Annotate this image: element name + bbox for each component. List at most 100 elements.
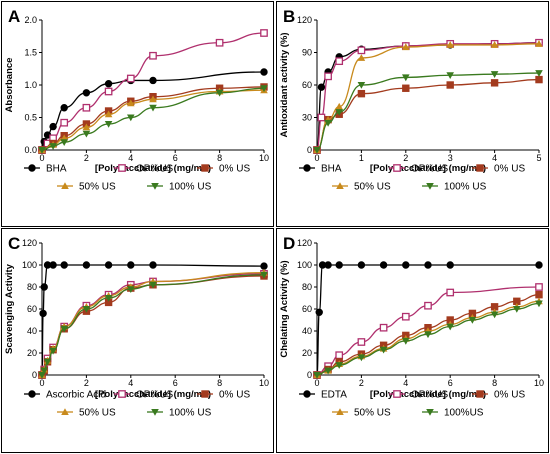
y-tick-label: 40 bbox=[302, 326, 312, 336]
y-tick-label: 60 bbox=[27, 304, 37, 314]
data-point bbox=[104, 87, 113, 96]
legend-swatch-marker bbox=[476, 390, 484, 398]
series-markers bbox=[38, 272, 268, 379]
series-curve bbox=[41, 273, 265, 376]
series-markers bbox=[38, 86, 268, 153]
data-point bbox=[39, 309, 47, 318]
data-point bbox=[49, 347, 57, 355]
x-tick-label: 2 bbox=[84, 378, 89, 388]
data-point bbox=[335, 102, 343, 110]
data-point bbox=[149, 261, 157, 269]
data-point bbox=[127, 286, 135, 293]
y-tick-label: 20 bbox=[302, 348, 312, 358]
data-point bbox=[335, 261, 343, 269]
y-tick-label: 100 bbox=[297, 260, 312, 270]
x-tick-label: 4 bbox=[128, 378, 133, 388]
x-tick-label: 8 bbox=[217, 378, 222, 388]
data-point bbox=[535, 300, 543, 308]
data-point bbox=[38, 147, 46, 154]
data-point bbox=[424, 331, 432, 339]
legend-swatch-marker bbox=[118, 164, 126, 172]
x-tick-label: 3 bbox=[448, 153, 453, 163]
y-tick-label: 2.0 bbox=[24, 15, 37, 25]
data-point bbox=[60, 261, 68, 269]
data-point bbox=[402, 261, 410, 269]
legend-label: 0% US bbox=[219, 390, 250, 401]
series-markers bbox=[313, 39, 543, 154]
panel-label: C bbox=[8, 234, 20, 253]
legend-swatch-marker bbox=[303, 164, 311, 172]
legend-swatch-marker bbox=[336, 182, 344, 189]
data-point bbox=[40, 283, 48, 291]
legend-swatch-marker bbox=[118, 390, 126, 398]
data-point bbox=[535, 70, 543, 77]
x-tick-label: 0 bbox=[39, 378, 44, 388]
data-point bbox=[215, 89, 224, 97]
data-point bbox=[446, 261, 454, 269]
x-tick-label: 10 bbox=[259, 378, 269, 388]
chart-b: B 0 1 2 3 4 5 0 30 60 90 120 [Polysaccharide] (mg/mL… bbox=[279, 7, 543, 193]
data-point bbox=[104, 261, 113, 269]
legend-label: 50% US bbox=[354, 182, 391, 193]
panel-d: D 0 2 4 6 8 10 0 20 40 60 80 100 120 [Polysaccharide] … bbox=[276, 228, 549, 453]
data-point bbox=[215, 38, 224, 47]
legend-swatch-marker bbox=[28, 390, 36, 398]
x-tick-label: 8 bbox=[492, 378, 497, 388]
y-tick-label: 120 bbox=[297, 15, 312, 25]
data-point bbox=[315, 308, 323, 317]
x-tick-label: 4 bbox=[492, 153, 497, 163]
data-point bbox=[335, 362, 343, 369]
series-curve bbox=[41, 274, 265, 376]
x-axis-label: [Polysaccharide] (mg/mL) bbox=[95, 389, 211, 400]
y-tick-label: 60 bbox=[302, 80, 312, 90]
data-point bbox=[104, 110, 113, 118]
data-point bbox=[60, 325, 68, 333]
data-point bbox=[424, 301, 432, 310]
y-axis-label: Antioxidant activity (%) bbox=[279, 32, 290, 137]
data-point bbox=[402, 74, 410, 82]
legend-swatch-marker bbox=[61, 182, 69, 189]
data-point bbox=[104, 80, 113, 88]
y-tick-label: 0.5 bbox=[24, 113, 37, 123]
data-point bbox=[149, 76, 157, 85]
legend-label: OP%US bbox=[136, 390, 174, 401]
data-point bbox=[513, 306, 521, 313]
data-point bbox=[446, 81, 454, 89]
series-curve bbox=[41, 275, 265, 376]
y-tick-label: 20 bbox=[27, 348, 37, 358]
x-tick-label: 8 bbox=[217, 153, 222, 163]
data-point bbox=[260, 85, 268, 93]
x-tick-label: 0 bbox=[39, 153, 44, 163]
data-point bbox=[446, 323, 454, 331]
data-point bbox=[324, 367, 332, 375]
data-point bbox=[324, 261, 332, 269]
data-point bbox=[60, 139, 68, 146]
x-tick-label: 1 bbox=[359, 153, 364, 163]
data-point bbox=[357, 46, 366, 55]
legend-swatch-marker bbox=[393, 164, 401, 172]
data-point bbox=[535, 291, 543, 299]
panel-label: A bbox=[8, 7, 20, 26]
data-point bbox=[357, 82, 366, 89]
x-axis-label: [Polysaccharide] (mg/mL) bbox=[370, 163, 486, 174]
legend-swatch-marker bbox=[303, 390, 311, 398]
x-axis-label: [Polysaccharide] (mg/mL) bbox=[370, 389, 486, 400]
data-point bbox=[43, 358, 52, 366]
x-tick-label: 2 bbox=[84, 153, 89, 163]
panel-c: C 0 2 4 6 8 10 0 20 40 60 80 100 120 [Polysaccharide] … bbox=[1, 228, 274, 453]
x-tick-label: 0 bbox=[314, 378, 319, 388]
data-point bbox=[313, 147, 321, 154]
series-markers bbox=[313, 40, 543, 153]
y-tick-label: 100 bbox=[22, 260, 37, 270]
data-point bbox=[82, 123, 91, 131]
chart-d: D0 2 4 6 8 10020406080100120[Polysaccharide] … bbox=[279, 234, 544, 419]
data-point bbox=[535, 40, 543, 47]
data-point bbox=[490, 79, 499, 87]
data-point bbox=[490, 311, 499, 319]
y-tick-label: 80 bbox=[27, 282, 37, 292]
y-tick-label: 0 bbox=[32, 370, 37, 380]
x-tick-label: 2 bbox=[359, 378, 364, 388]
series-curve bbox=[316, 42, 540, 151]
data-point bbox=[149, 104, 157, 112]
